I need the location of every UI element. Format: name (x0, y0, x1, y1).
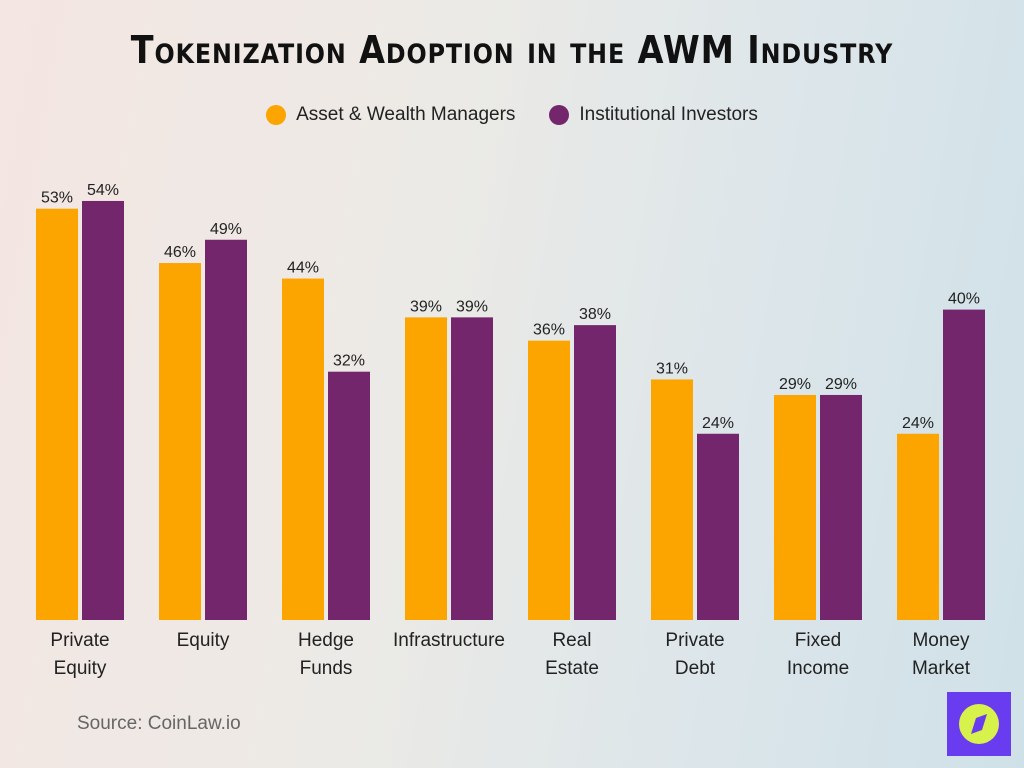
data-label: 31% (656, 360, 688, 377)
data-label: 36% (533, 322, 565, 339)
legend-item-institutional-investors: Institutional Investors (549, 104, 758, 126)
bar (82, 200, 124, 620)
category-label: Equity (54, 658, 107, 679)
data-label: 24% (902, 415, 934, 432)
bar (820, 394, 862, 620)
category-label: Private (665, 630, 724, 651)
data-label: 29% (825, 376, 857, 393)
category-label: Infrastructure (393, 630, 505, 651)
bar (897, 433, 939, 620)
category-label: Funds (300, 658, 353, 679)
data-label: 32% (333, 353, 365, 370)
data-label: 39% (456, 298, 488, 315)
data-label: 40% (948, 291, 980, 308)
category-label: Estate (545, 658, 599, 679)
legend: Asset & Wealth Managers Institutional In… (0, 104, 1024, 126)
bar (159, 263, 201, 620)
bar (528, 340, 570, 620)
data-label: 24% (702, 415, 734, 432)
bar (282, 278, 324, 620)
data-label: 53% (41, 190, 73, 207)
data-label: 38% (579, 306, 611, 323)
chart-title: Tokenization Adoption in the AWM Industr… (130, 28, 894, 72)
bar (328, 371, 370, 620)
compass-icon (959, 704, 999, 744)
bar (205, 239, 247, 620)
category-label: Hedge (298, 630, 354, 651)
data-label: 44% (287, 260, 319, 277)
category-label: Equity (177, 630, 230, 651)
category-label: Fixed (795, 630, 841, 651)
legend-item-asset-wealth-managers: Asset & Wealth Managers (266, 104, 515, 126)
category-label: Real (552, 630, 591, 651)
source-note: Source: CoinLaw.io (77, 713, 241, 734)
bar (774, 394, 816, 620)
legend-label: Asset & Wealth Managers (296, 104, 516, 125)
category-label: Money (912, 630, 970, 651)
data-label: 46% (164, 244, 196, 261)
category-label: Market (912, 658, 971, 679)
legend-label: Institutional Investors (579, 104, 758, 125)
logo (947, 692, 1011, 756)
bar (574, 325, 616, 620)
legend-swatch (549, 105, 570, 125)
bar (451, 317, 493, 620)
bar (36, 208, 78, 620)
category-label: Debt (675, 658, 716, 679)
data-label: 39% (410, 298, 442, 315)
bar (651, 379, 693, 620)
data-label: 49% (210, 221, 242, 238)
category-label: Private (50, 630, 109, 651)
bar (943, 309, 985, 620)
bar (697, 433, 739, 620)
data-label: 29% (779, 376, 811, 393)
legend-swatch (266, 105, 287, 125)
bar (405, 317, 447, 620)
category-label: Income (787, 658, 849, 679)
data-label: 54% (87, 182, 119, 199)
